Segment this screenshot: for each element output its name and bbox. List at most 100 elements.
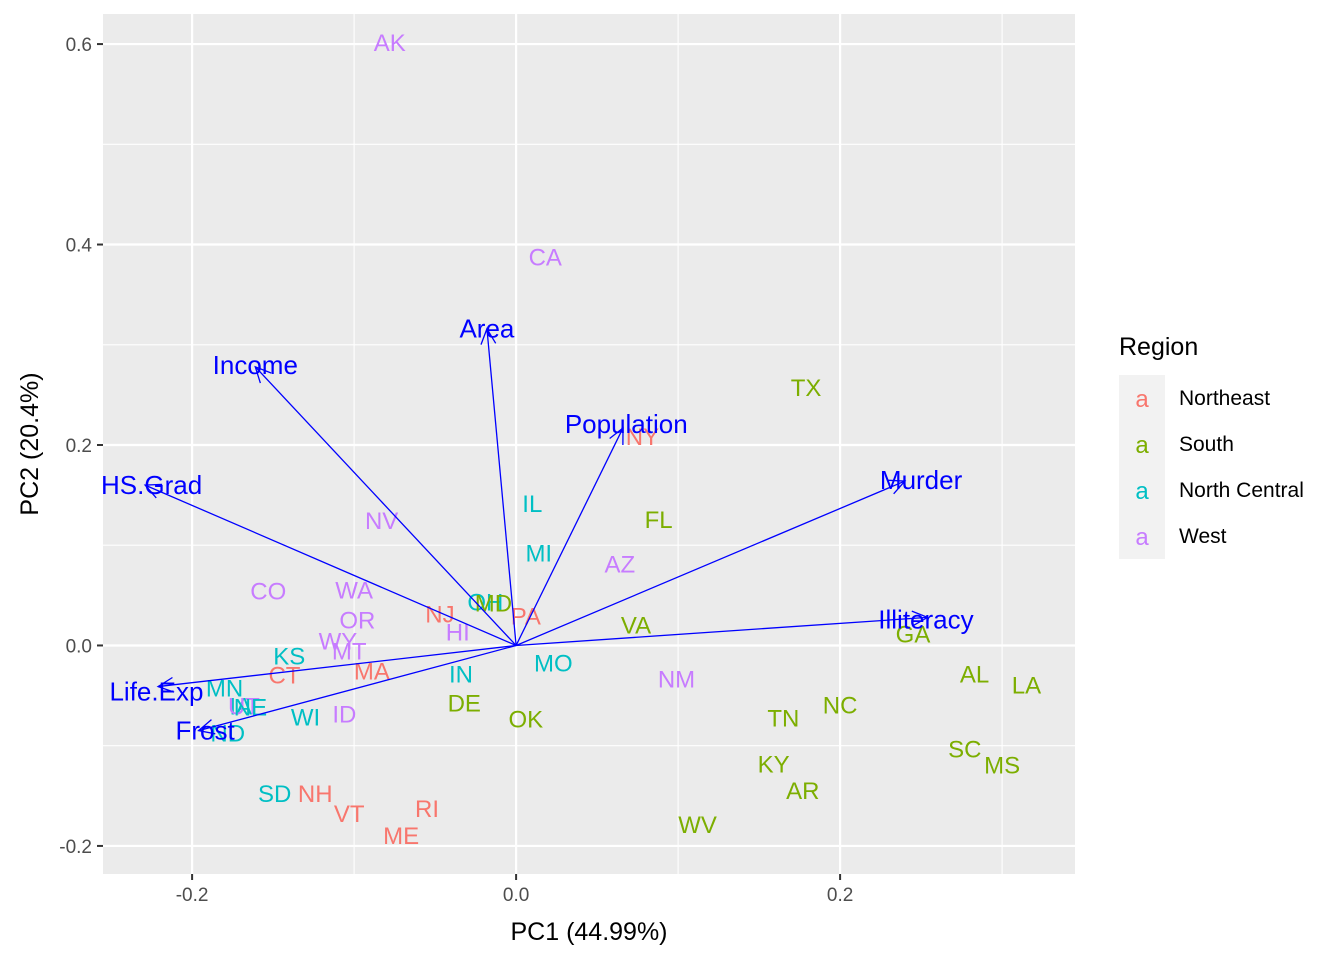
point-label-wy: WY — [319, 628, 358, 655]
point-label-sc: SC — [948, 737, 981, 764]
loading-label-hs-grad: HS.Grad — [101, 470, 202, 500]
loading-arrow-murder — [515, 480, 906, 647]
point-label-nj: NJ — [425, 601, 454, 628]
legend-item-west: a West — [1119, 513, 1227, 559]
loading-label-frost: Frost — [175, 716, 235, 746]
legend-key — [1119, 513, 1165, 559]
loading-arrow-frost — [198, 644, 517, 732]
loading-population: Population — [515, 409, 688, 646]
loading-label-income: Income — [213, 350, 298, 380]
point-label-md: MD — [475, 590, 512, 617]
loading-arrow-illiteracy — [516, 616, 928, 647]
legend-item-northeast: a Northeast — [1119, 375, 1270, 421]
point-label-ri: RI — [415, 796, 439, 823]
point-label-la: LA — [1012, 673, 1041, 700]
point-label-in: IN — [449, 662, 473, 689]
point-label-fl: FL — [645, 507, 673, 534]
legend-key-glyph: a — [1135, 524, 1149, 551]
point-label-nv: NV — [365, 508, 398, 535]
loading-arrowhead-area — [480, 327, 497, 345]
loading-arrowhead-murder — [887, 479, 907, 495]
legend-key-glyph: a — [1135, 478, 1149, 505]
point-label-me: ME — [383, 823, 419, 850]
legend-label: North Central — [1179, 479, 1304, 502]
y-tick-label: 0.6 — [66, 35, 92, 56]
point-label-nh: NH — [298, 781, 333, 808]
x-tick-label: 0.2 — [827, 885, 853, 906]
loading-illiteracy: Illiteracy — [516, 604, 974, 647]
loading-murder: Murder — [515, 465, 963, 647]
point-label-az: AZ — [604, 551, 635, 578]
point-label-va: VA — [621, 612, 651, 639]
point-label-ne: NE — [234, 695, 267, 722]
point-label-ca: CA — [529, 245, 562, 272]
loading-arrowhead-illiteracy — [911, 610, 930, 627]
legend-label: West — [1179, 525, 1227, 548]
point-label-or: OR — [339, 607, 375, 634]
point-label-sd: SD — [258, 781, 291, 808]
legend-label: South — [1179, 433, 1234, 456]
loading-arrow-population — [515, 427, 624, 646]
loading-arrow-income — [254, 366, 517, 646]
point-label-mo: MO — [534, 651, 573, 678]
point-label-mi: MI — [525, 540, 552, 567]
y-tick-label: 0.0 — [66, 636, 92, 657]
y-tick-label: 0.2 — [66, 436, 92, 457]
legend-item-south: a South — [1119, 421, 1234, 467]
y-tick-label: 0.4 — [66, 236, 93, 257]
legend-key — [1119, 421, 1165, 467]
loading-arrowhead-hs-grad — [143, 483, 163, 499]
loading-life-exp: Life.Exp — [109, 644, 517, 707]
point-label-id: ID — [332, 702, 356, 729]
point-label-wi: WI — [291, 705, 320, 732]
x-axis: -0.2 0.0 0.2 — [176, 874, 853, 906]
point-label-wv: WV — [678, 812, 717, 839]
loading-income: Income — [213, 350, 517, 646]
point-label-vt: VT — [334, 801, 365, 828]
point-label-ar: AR — [786, 778, 819, 805]
loading-vectors: Population Income Illiteracy Life.Exp Murder… — [101, 314, 974, 746]
point-label-ny: NY — [626, 424, 659, 451]
loading-arrowhead-life-exp — [156, 676, 175, 693]
loading-label-murder: Murder — [880, 465, 963, 495]
grid-major — [103, 14, 1075, 874]
point-label-nc: NC — [823, 693, 858, 720]
x-axis-title: PC1 (44.99%) — [510, 918, 667, 946]
point-label-ky: KY — [758, 752, 790, 779]
loading-area: Area — [459, 314, 517, 646]
y-axis: -0.2 0.0 0.2 0.4 0.6 — [59, 35, 103, 858]
point-label-al: AL — [960, 662, 989, 689]
point-label-ok: OK — [508, 707, 543, 734]
point-label-ks: KS — [273, 643, 305, 670]
legend-title: Region — [1119, 333, 1198, 361]
point-label-ct: CT — [268, 663, 300, 690]
y-axis-title: PC2 (20.4%) — [16, 372, 44, 515]
point-label-nd: ND — [210, 721, 245, 748]
point-label-tx: TX — [791, 375, 822, 402]
loading-arrowhead-income — [254, 365, 272, 384]
loading-label-life-exp: Life.Exp — [109, 677, 203, 707]
x-tick-label: 0.0 — [503, 885, 529, 906]
loading-arrow-hs-grad — [144, 484, 517, 647]
legend: Region a Northeast a South a North Central a We… — [1119, 333, 1304, 559]
point-label-tn: TN — [767, 706, 799, 733]
loading-arrow-area — [486, 328, 517, 646]
legend-key — [1119, 467, 1165, 513]
loading-hs-grad: HS.Grad — [101, 470, 517, 647]
x-tick-label: -0.2 — [176, 885, 209, 906]
loading-label-illiteracy: Illiteracy — [878, 604, 973, 634]
loading-arrowhead-population — [609, 426, 624, 445]
point-label-mt: MT — [332, 638, 367, 665]
point-label-ms: MS — [984, 753, 1020, 780]
legend-label: Northeast — [1179, 387, 1270, 410]
point-label-il: IL — [522, 491, 542, 518]
point-label-ak: AK — [374, 30, 406, 57]
point-label-nm: NM — [658, 667, 695, 694]
loading-arrowhead-frost — [197, 719, 216, 735]
y-tick-label: -0.2 — [59, 837, 92, 858]
point-label-co: CO — [250, 578, 286, 605]
legend-key — [1119, 375, 1165, 421]
legend-key-glyph: a — [1135, 432, 1149, 459]
